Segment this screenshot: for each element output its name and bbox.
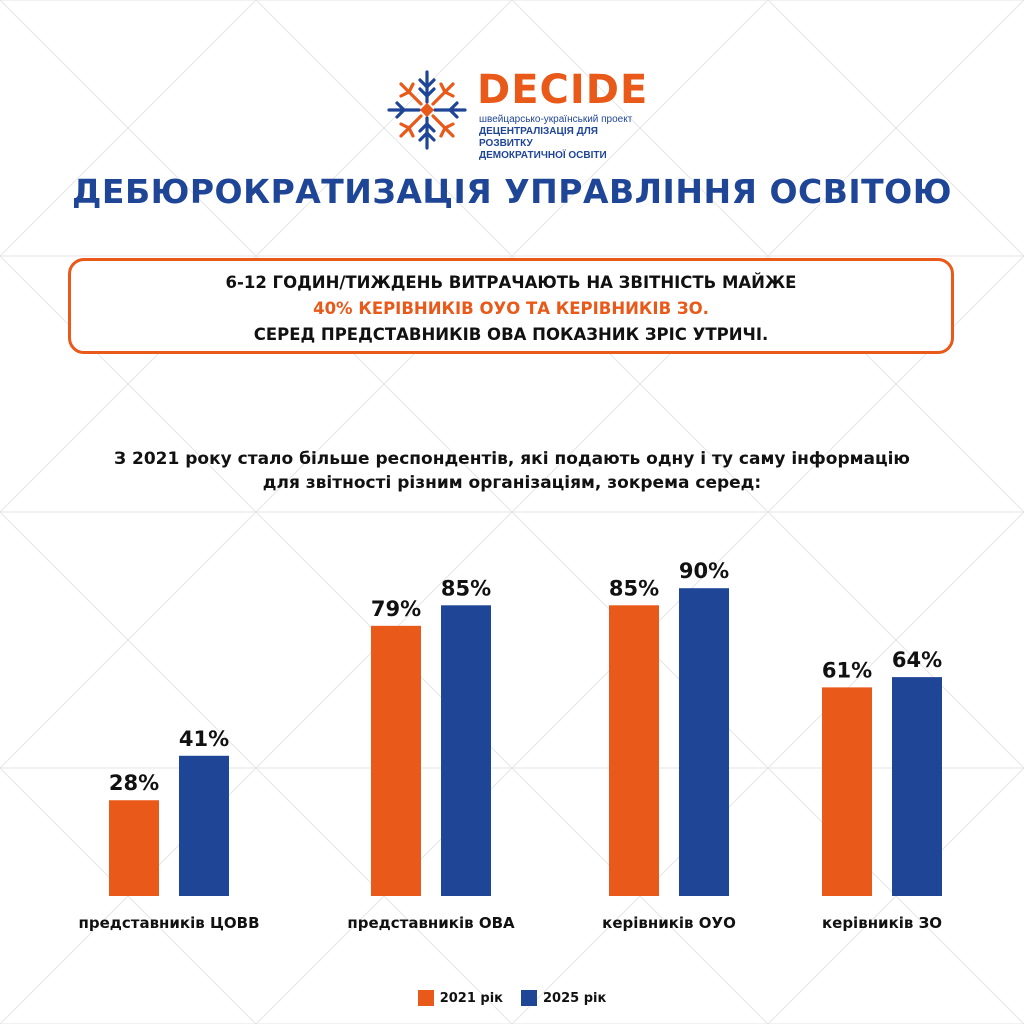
- category-label-3: керівників ОУО: [602, 914, 736, 932]
- category-label-2: представників ОВА: [347, 914, 515, 932]
- legend-swatch-2021: [417, 990, 434, 1006]
- data-label-2025-3: 90%: [679, 559, 729, 583]
- page-title: ДЕБЮРОКРАТИЗАЦІЯ УПРАВЛІННЯ ОСВІТОЮ: [72, 172, 952, 211]
- chart-legend: 2021 рік 2025 рік: [0, 990, 1024, 1006]
- chart-subtitle-line1: З 2021 року стало більше респондентів, я…: [114, 449, 910, 469]
- logo-subtitle: швейцарсько-український проект ДЕЦЕНТРАЛ…: [479, 114, 649, 162]
- bar-group-2: 79% 85% представників ОВА: [347, 576, 515, 932]
- logo-subtitle-line3: ДЕМОКРАТИЧНОЇ ОСВІТИ: [479, 150, 607, 161]
- data-label-2021-4: 61%: [822, 658, 872, 682]
- decide-logo: DECIDE швейцарсько-український проект ДЕ…: [385, 67, 649, 161]
- logo-subtitle-line2: ДЕЦЕНТРАЛІЗАЦІЯ ДЛЯ РОЗВИТКУ: [479, 126, 598, 149]
- snowflake-logo-icon: [387, 70, 467, 150]
- data-label-2025-2: 85%: [441, 576, 491, 600]
- bar-group-3: 85% 90% керівників ОУО: [602, 559, 736, 932]
- bar-chart: 28% 41% представників ЦОВВ 79% 85% представни…: [78, 559, 942, 932]
- bar-group-4: 61% 64% керівників ЗО: [822, 648, 942, 932]
- callout-line3: СЕРЕД ПРЕДСТАВНИКІВ ОВА ПОКАЗНИК ЗРІС УТ…: [253, 325, 769, 344]
- category-label-1: представників ЦОВВ: [78, 914, 259, 932]
- data-label-2021-1: 28%: [109, 771, 159, 795]
- legend-label-2025: 2025 рік: [543, 990, 607, 1006]
- callout-box: 6-12 ГОДИН/ТИЖДЕНЬ ВИТРАЧАЮТЬ НА ЗВІТНІС…: [68, 258, 954, 354]
- chart-subtitle: З 2021 року стало більше респондентів, я…: [0, 447, 1024, 495]
- bar-2025-3: [679, 588, 729, 896]
- logo-subtitle-line1: швейцарсько-український проект: [479, 114, 633, 125]
- bar-2021-1: [109, 800, 159, 896]
- data-label-2025-4: 64%: [892, 648, 942, 672]
- legend-item-2025: 2025 рік: [521, 990, 606, 1006]
- bar-2021-3: [609, 605, 659, 896]
- callout-line2: 40% КЕРІВНИКІВ ОУО ТА КЕРІВНИКІВ ЗО.: [313, 299, 709, 318]
- bar-2021-4: [822, 687, 872, 896]
- chart-subtitle-line2: для звітності різним організаціям, зокре…: [262, 473, 762, 493]
- category-label-4: керівників ЗО: [822, 914, 942, 932]
- legend-label-2021: 2021 рік: [439, 990, 503, 1006]
- bar-2021-2: [371, 625, 421, 896]
- bar-2025-2: [441, 605, 491, 896]
- bar-group-1: 28% 41% представників ЦОВВ: [78, 727, 259, 932]
- bar-2025-1: [179, 755, 229, 896]
- data-label-2021-2: 79%: [371, 597, 421, 621]
- data-label-2025-1: 41%: [179, 727, 229, 751]
- data-label-2021-3: 85%: [609, 576, 659, 600]
- callout-line1: 6-12 ГОДИН/ТИЖДЕНЬ ВИТРАЧАЮТЬ НА ЗВІТНІС…: [225, 273, 797, 292]
- logo-wordmark: DECIDE: [477, 67, 649, 113]
- legend-swatch-2025: [521, 990, 537, 1006]
- bar-2025-4: [892, 677, 942, 896]
- legend-item-2021: 2021 рік: [417, 990, 503, 1006]
